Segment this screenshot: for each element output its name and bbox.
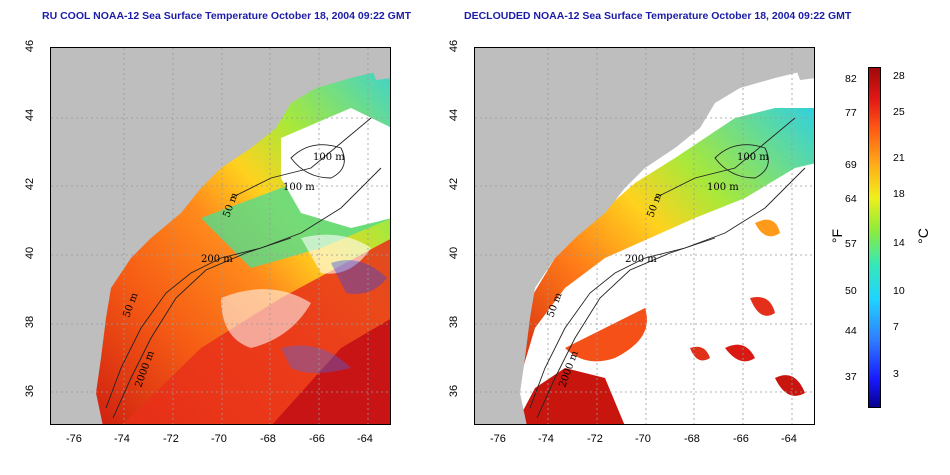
celsius-tick: 18 [893, 188, 905, 200]
x-tick: -74 [114, 433, 130, 445]
contour-label: 100 m [313, 152, 345, 163]
x-tick: -70 [635, 433, 651, 445]
celsius-tick: 28 [893, 70, 905, 82]
contour-label: 100 m [283, 182, 315, 193]
contour-label: 200 m [625, 254, 657, 265]
y-tick: 46 [24, 39, 37, 53]
y-tick: 44 [448, 108, 461, 122]
y-tick: 38 [448, 315, 461, 329]
x-tick: -72 [163, 433, 179, 445]
contour-label: 100 m [707, 182, 739, 193]
x-tick: -74 [538, 433, 554, 445]
fahrenheit-tick: 57 [845, 238, 857, 250]
y-tick: 40 [448, 246, 461, 260]
fahrenheit-tick: 82 [845, 73, 857, 85]
left-map-title: RU COOL NOAA-12 Sea Surface Temperature … [42, 10, 411, 22]
right-map-title: DECLOUDED NOAA-12 Sea Surface Temperatur… [464, 10, 852, 22]
celsius-unit-label: °C [914, 228, 931, 244]
fahrenheit-tick: 69 [845, 159, 857, 171]
celsius-tick: 3 [893, 368, 899, 380]
celsius-tick: 21 [893, 152, 905, 164]
x-tick: -66 [309, 433, 325, 445]
y-tick: 40 [24, 246, 37, 260]
celsius-tick: 25 [893, 106, 905, 118]
right-sst-map: 100 m 100 m 50 m 200 m 50 m 2000 m [474, 47, 815, 425]
x-tick: -68 [684, 433, 700, 445]
y-tick: 36 [448, 384, 461, 398]
x-tick: -64 [781, 433, 797, 445]
fahrenheit-tick: 44 [845, 325, 857, 337]
celsius-tick: 10 [893, 285, 905, 297]
y-tick: 42 [24, 177, 37, 191]
y-tick: 38 [24, 315, 37, 329]
fahrenheit-tick: 37 [845, 371, 857, 383]
temperature-colorbar [868, 67, 881, 408]
y-tick: 44 [24, 108, 37, 122]
fahrenheit-tick: 50 [845, 285, 857, 297]
fahrenheit-unit-label: °F [829, 228, 846, 244]
x-tick: -68 [260, 433, 276, 445]
x-tick: -76 [490, 433, 506, 445]
left-sst-map: 100 m 100 m 50 m 200 m 50 m 2000 m [50, 47, 391, 425]
y-tick: 36 [24, 384, 37, 398]
celsius-tick: 7 [893, 321, 899, 333]
contour-label: 200 m [201, 254, 233, 265]
x-tick: -76 [66, 433, 82, 445]
x-tick: -66 [733, 433, 749, 445]
fahrenheit-tick: 64 [845, 193, 857, 205]
x-tick: -70 [211, 433, 227, 445]
fahrenheit-tick: 77 [845, 107, 857, 119]
celsius-tick: 14 [893, 237, 905, 249]
y-tick: 42 [448, 177, 461, 191]
x-tick: -72 [587, 433, 603, 445]
x-tick: -64 [357, 433, 373, 445]
y-tick: 46 [448, 39, 461, 53]
contour-label: 100 m [737, 152, 769, 163]
